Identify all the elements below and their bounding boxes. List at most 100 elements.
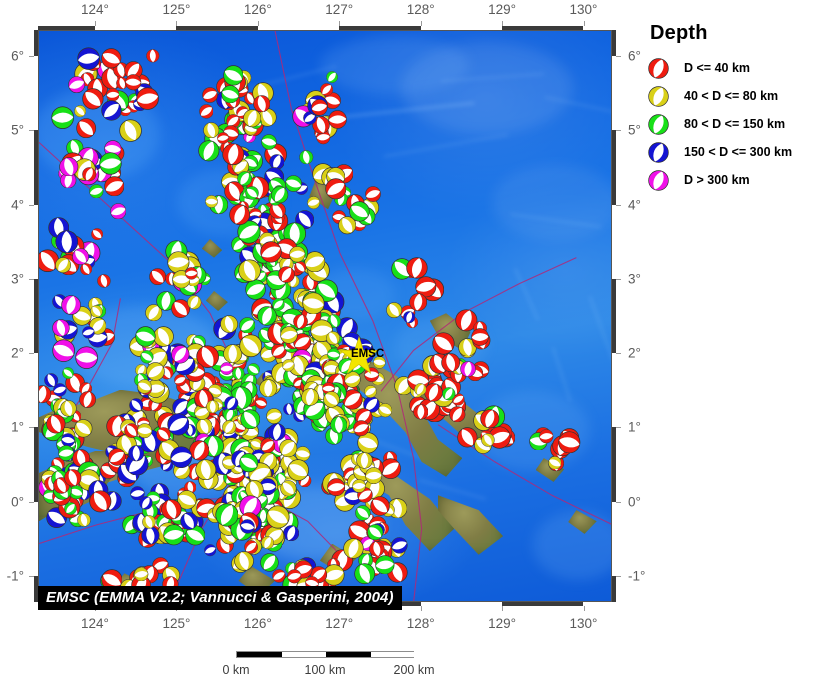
legend-item[interactable]: D <= 40 km xyxy=(648,55,815,81)
lat-label-right: 4° xyxy=(628,197,641,213)
legend-item[interactable]: 80 < D <= 150 km xyxy=(648,111,815,137)
lat-label-left: 3° xyxy=(11,271,24,287)
scale-bar-track xyxy=(236,651,415,658)
focal-mechanism-beachball xyxy=(648,169,669,191)
axis-tick xyxy=(176,21,178,26)
axis-tick xyxy=(616,501,621,503)
lon-label-bottom: 129° xyxy=(488,616,517,631)
legend-beachball-icon xyxy=(648,169,669,191)
frame-tick-segment xyxy=(34,576,38,602)
frame-tick-segment xyxy=(612,427,616,502)
axis-tick xyxy=(29,278,34,280)
focal-mechanism-beachball xyxy=(648,113,669,135)
map-figure: EMSC EMSC (EMMA V2.2; Vannucci & Gasperi… xyxy=(6,2,646,631)
frame-tick-segment xyxy=(339,26,421,30)
scale-bar: 0 km 100 km 200 km xyxy=(222,651,435,677)
frame-tick-segment xyxy=(176,26,258,30)
legend-beachball-icon xyxy=(648,141,669,163)
legend-item-label: 150 < D <= 300 km xyxy=(684,145,793,159)
attribution-banner: EMSC (EMMA V2.2; Vannucci & Gasperini, 2… xyxy=(38,586,402,610)
plate-boundary-lines xyxy=(39,31,611,601)
legend-item-label: 40 < D <= 80 km xyxy=(684,89,779,103)
lon-label-top: 125° xyxy=(162,2,191,17)
frame-tick-segment xyxy=(612,130,616,205)
lon-label-bottom: 124° xyxy=(81,616,109,631)
axis-tick xyxy=(616,130,621,132)
lon-label-bottom: 125° xyxy=(162,616,191,631)
axis-tick xyxy=(94,21,96,26)
lat-label-left: 0° xyxy=(11,494,24,510)
frame-tick-segment xyxy=(34,278,38,354)
axis-tick xyxy=(583,21,585,26)
focal-mechanism-beachball xyxy=(648,141,669,163)
lat-label-right: 5° xyxy=(628,122,641,138)
axis-tick xyxy=(616,576,621,577)
axis-tick xyxy=(29,56,34,57)
scale-bar-segment xyxy=(370,652,415,657)
legend-item[interactable]: 150 < D <= 300 km xyxy=(648,139,815,165)
frame-tick-segment xyxy=(612,30,616,56)
axis-tick xyxy=(502,21,504,26)
lat-label-left: 4° xyxy=(11,197,24,213)
axis-tick xyxy=(616,56,621,57)
frame-tick-segment xyxy=(612,278,616,354)
lat-label-right: 6° xyxy=(628,48,641,64)
axis-tick xyxy=(616,278,621,280)
axis-tick xyxy=(420,21,422,26)
scale-bar-tick-label: 200 km xyxy=(393,663,435,677)
emsc-station-label: EMSC xyxy=(351,348,385,360)
lon-label-top: 130° xyxy=(569,2,598,17)
legend-item-label: D <= 40 km xyxy=(684,61,751,75)
lon-label-top: 124° xyxy=(81,2,109,17)
frame-tick-segment xyxy=(34,427,38,502)
lat-label-right: 0° xyxy=(628,494,641,510)
axis-tick xyxy=(339,21,341,26)
axis-tick xyxy=(616,353,621,355)
map-plot-area[interactable]: EMSC xyxy=(38,30,612,602)
lat-label-right: 2° xyxy=(628,345,641,361)
lon-label-bottom: 128° xyxy=(406,616,435,631)
lat-label-left: 1° xyxy=(11,419,24,435)
focal-mechanism-beachball xyxy=(648,57,669,79)
lat-label-left: 2° xyxy=(11,345,24,361)
axis-tick xyxy=(257,21,259,26)
frame-tick-segment xyxy=(502,26,584,30)
axis-tick xyxy=(29,427,34,429)
lat-label-left: 6° xyxy=(11,48,24,64)
scale-bar-segment xyxy=(237,652,282,657)
axis-tick xyxy=(29,576,34,577)
frame-tick-segment xyxy=(34,130,38,205)
frame-tick-segment xyxy=(38,26,95,30)
legend-title: Depth xyxy=(650,22,708,44)
axis-tick xyxy=(420,606,422,611)
lat-label-right: -1° xyxy=(628,568,646,584)
lat-label-right: 1° xyxy=(628,419,641,435)
lon-label-bottom: 130° xyxy=(569,616,598,631)
axis-tick xyxy=(583,606,585,611)
legend-beachball-icon xyxy=(648,85,669,107)
focal-mechanism-beachball xyxy=(648,85,669,107)
legend-beachball-icon xyxy=(648,113,669,135)
legend-item-label: 80 < D <= 150 km xyxy=(684,117,786,131)
lon-label-bottom: 127° xyxy=(325,616,354,631)
legend-item[interactable]: 40 < D <= 80 km xyxy=(648,83,815,109)
axis-tick xyxy=(29,204,34,206)
lat-label-left: -1° xyxy=(6,568,24,584)
legend-item[interactable]: D > 300 km xyxy=(648,167,815,193)
legend-item-label: D > 300 km xyxy=(684,173,750,187)
lon-label-bottom: 126° xyxy=(243,616,272,631)
lon-label-top: 128° xyxy=(406,2,435,17)
legend-item-list: D <= 40 km 40 < D <= 80 km 80 < D <= 150 k… xyxy=(648,55,815,193)
frame-tick-segment xyxy=(612,576,616,602)
axis-tick xyxy=(29,501,34,503)
legend-beachball-icon xyxy=(648,57,669,79)
axis-tick xyxy=(29,130,34,132)
scale-bar-tick-label: 0 km xyxy=(222,663,250,677)
lat-label-right: 3° xyxy=(628,271,641,287)
axis-tick xyxy=(29,353,34,355)
axis-tick xyxy=(616,204,621,206)
frame-band xyxy=(34,26,616,30)
axis-tick xyxy=(616,427,621,429)
frame-tick-segment xyxy=(34,30,38,56)
scale-bar-segment xyxy=(281,652,326,657)
